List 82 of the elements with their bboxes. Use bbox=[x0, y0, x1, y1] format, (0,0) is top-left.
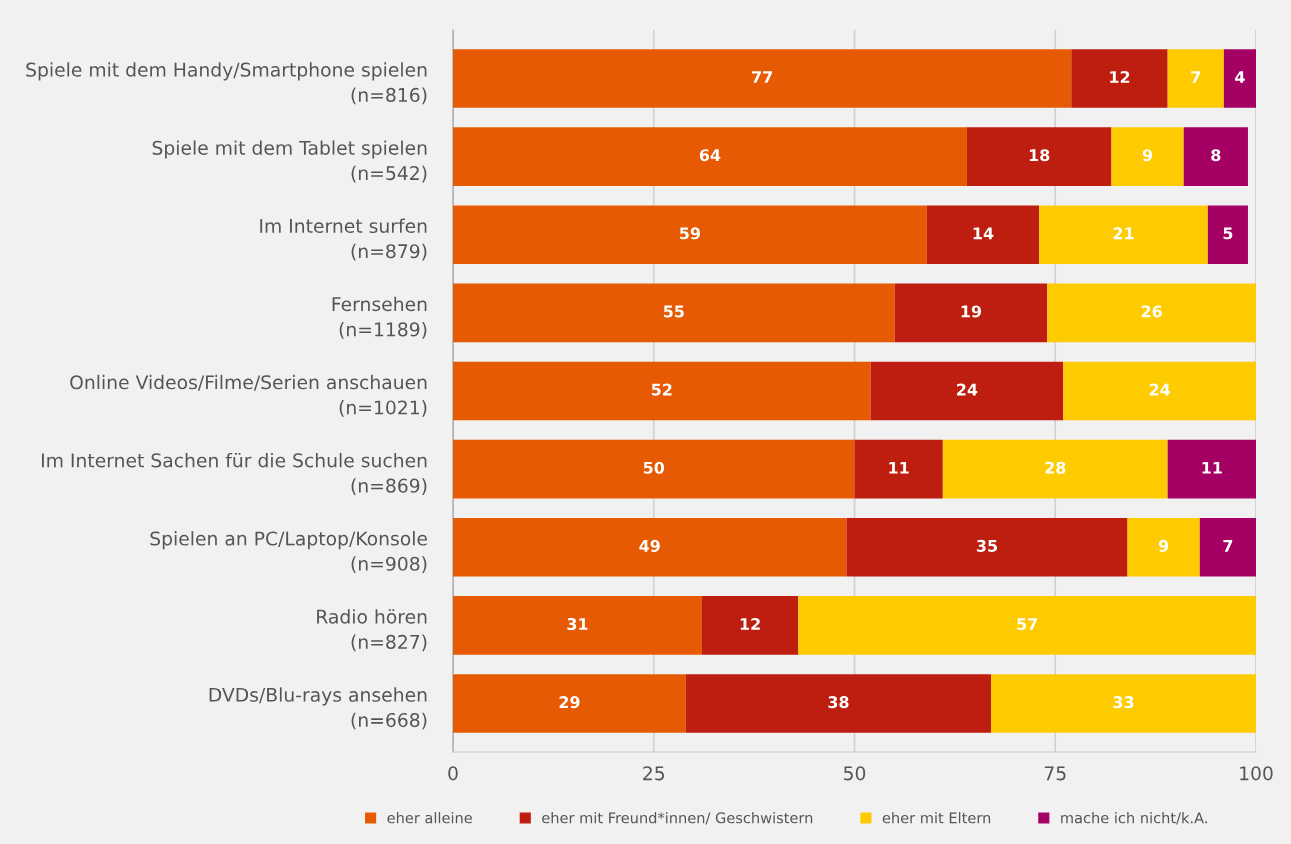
legend-label: eher mit Eltern bbox=[882, 812, 991, 824]
bar bbox=[966, 127, 1112, 186]
y-tick-label: Im Internet Sachen für die Schule suchen (n=869) bbox=[42, 452, 427, 495]
bar bbox=[453, 517, 847, 577]
data-label: 5 bbox=[1223, 227, 1233, 240]
data-label: 77 bbox=[752, 71, 772, 83]
data-label: 33 bbox=[1113, 696, 1134, 709]
data-label: 9 bbox=[1142, 149, 1153, 162]
bar bbox=[854, 439, 943, 499]
bar bbox=[991, 674, 1256, 733]
data-label: 59 bbox=[680, 227, 700, 240]
data-label: 24 bbox=[957, 383, 978, 396]
bar bbox=[870, 361, 1064, 421]
bar bbox=[798, 596, 1256, 655]
bar bbox=[1167, 49, 1224, 108]
y-tick-label: Fernsehen (n=1189) bbox=[332, 296, 427, 339]
bar bbox=[1183, 127, 1248, 186]
data-label: 8 bbox=[1211, 149, 1221, 162]
data-label: 52 bbox=[651, 383, 672, 396]
data-label: 50 bbox=[643, 461, 665, 474]
data-label: 4 bbox=[1235, 71, 1245, 83]
bar bbox=[1047, 283, 1256, 343]
x-tick-label: 0 bbox=[448, 766, 458, 781]
bar bbox=[1063, 361, 1256, 421]
data-label: 29 bbox=[559, 696, 580, 709]
data-label: 28 bbox=[1045, 461, 1066, 474]
bar bbox=[846, 517, 1128, 577]
data-label: 55 bbox=[663, 305, 684, 318]
data-label: 18 bbox=[1029, 149, 1050, 162]
x-tick-label: 100 bbox=[1240, 766, 1273, 781]
x-tick-label: 50 bbox=[844, 766, 866, 781]
bar bbox=[453, 205, 927, 265]
x-tick-label: 25 bbox=[643, 766, 665, 781]
y-tick-label: Online Videos/Filme/Serien anschauen (n=1021) bbox=[70, 374, 427, 417]
legend-label: eher mit Freund*innen/ Geschwistern bbox=[542, 812, 813, 825]
bar bbox=[1199, 517, 1256, 577]
bar bbox=[453, 439, 855, 499]
data-label: 31 bbox=[567, 617, 588, 631]
data-label: 35 bbox=[976, 539, 997, 552]
bar bbox=[942, 439, 1168, 499]
data-label: 26 bbox=[1141, 305, 1162, 318]
data-label: 12 bbox=[1110, 71, 1130, 83]
bar bbox=[453, 674, 686, 733]
bar bbox=[894, 283, 1048, 343]
y-tick-label: Spiele mit dem Tablet spielen (n=542) bbox=[152, 140, 427, 183]
data-label: 11 bbox=[1202, 461, 1222, 474]
data-label: 9 bbox=[1158, 539, 1169, 552]
data-label: 11 bbox=[889, 461, 909, 474]
data-label: 49 bbox=[639, 539, 660, 552]
data-label: 14 bbox=[973, 227, 994, 240]
bar bbox=[1039, 205, 1208, 265]
bar bbox=[1071, 49, 1168, 108]
bar bbox=[453, 596, 702, 655]
data-label: 38 bbox=[828, 696, 849, 709]
data-label: 7 bbox=[1223, 540, 1233, 552]
bar bbox=[1127, 517, 1200, 577]
legend-label: eher alleine bbox=[387, 812, 472, 824]
data-label: 24 bbox=[1149, 383, 1171, 396]
bar bbox=[1167, 439, 1256, 499]
data-label: 57 bbox=[1017, 618, 1037, 631]
legend-label: mache ich nicht/k.A. bbox=[1061, 812, 1207, 825]
bar bbox=[453, 283, 895, 343]
bar bbox=[453, 361, 871, 421]
bar bbox=[1111, 127, 1184, 186]
y-tick-label: Im Internet surfen (n=879) bbox=[260, 218, 427, 261]
data-label: 21 bbox=[1113, 227, 1134, 240]
y-tick-label: Spielen an PC/Laptop/Konsole (n=908) bbox=[150, 531, 427, 574]
bar bbox=[453, 127, 967, 186]
data-label: 7 bbox=[1191, 71, 1201, 83]
bar bbox=[453, 49, 1072, 108]
y-tick-label: Radio hören (n=827) bbox=[317, 609, 427, 652]
data-label: 12 bbox=[740, 617, 760, 630]
data-label: 19 bbox=[961, 305, 982, 318]
bar bbox=[1223, 49, 1256, 108]
x-tick-label: 75 bbox=[1044, 766, 1066, 781]
y-tick-label: Spiele mit dem Handy/Smartphone spielen (n=816) bbox=[26, 62, 427, 105]
bar bbox=[701, 596, 799, 655]
bar bbox=[926, 205, 1040, 265]
data-label: 64 bbox=[699, 149, 721, 162]
bar bbox=[1207, 205, 1248, 265]
bar bbox=[685, 674, 992, 733]
y-tick-label: DVDs/Blu-rays ansehen (n=668) bbox=[209, 687, 427, 730]
